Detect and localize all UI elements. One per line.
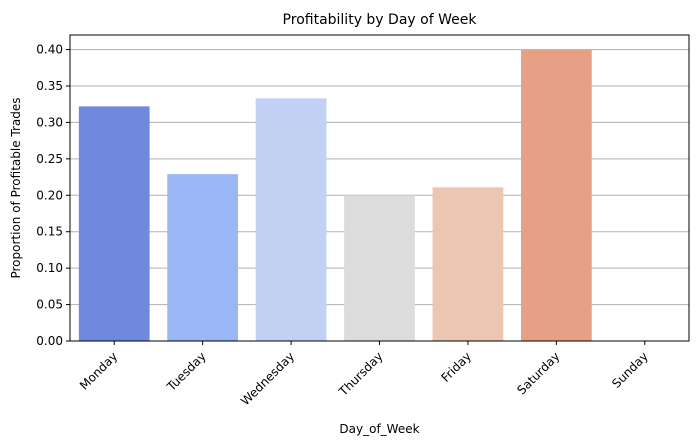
chart-title: Profitability by Day of Week bbox=[283, 12, 478, 28]
y-tick-label: 0.40 bbox=[36, 43, 63, 57]
y-tick-label: 0.20 bbox=[36, 188, 63, 202]
y-tick-label: 0.25 bbox=[36, 152, 63, 166]
x-tick-label: Saturday bbox=[514, 349, 562, 397]
y-tick-label: 0.05 bbox=[36, 298, 63, 312]
x-axis-ticks: Monday Tuesday Wednesday Thursday Friday Satu… bbox=[77, 341, 651, 408]
y-tick-label: 0.10 bbox=[36, 261, 63, 275]
x-axis-label: Day_of_Week bbox=[339, 422, 419, 436]
x-tick-label: Sunday bbox=[609, 349, 651, 391]
x-tick-label: Thursday bbox=[336, 349, 386, 399]
y-axis-label: Proportion of Profitable Trades bbox=[9, 97, 23, 278]
bar-saturday bbox=[520, 49, 592, 341]
bars bbox=[78, 49, 592, 342]
bar-tuesday bbox=[167, 174, 239, 341]
bar-wednesday bbox=[255, 98, 327, 341]
y-axis-ticks: 0.00 0.05 0.10 0.15 0.20 0.25 0.30 0.35 0.40 bbox=[36, 43, 70, 348]
y-tick-label: 0.30 bbox=[36, 115, 63, 129]
y-tick-label: 0.15 bbox=[36, 225, 63, 239]
y-tick-label: 0.35 bbox=[36, 79, 63, 93]
y-tick-label: 0.00 bbox=[36, 334, 63, 348]
x-tick-label: Friday bbox=[438, 349, 474, 385]
x-tick-label: Monday bbox=[77, 349, 120, 392]
bar-thursday bbox=[344, 195, 415, 341]
bar-monday bbox=[78, 106, 150, 342]
x-tick-label: Wednesday bbox=[238, 349, 297, 408]
x-tick-label: Tuesday bbox=[164, 349, 209, 394]
bar-friday bbox=[432, 187, 504, 341]
